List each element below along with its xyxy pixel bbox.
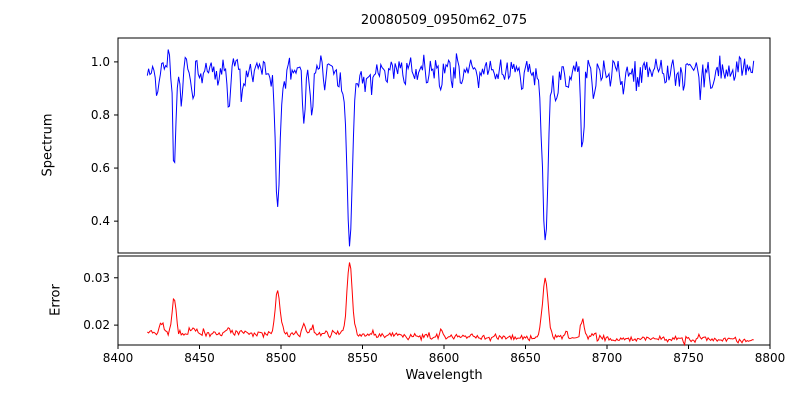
svg-text:8750: 8750 [673,351,704,365]
svg-text:0.03: 0.03 [83,271,110,285]
svg-text:0.02: 0.02 [83,318,110,332]
svg-text:8800: 8800 [755,351,786,365]
svg-text:8600: 8600 [429,351,460,365]
svg-text:8700: 8700 [592,351,623,365]
svg-text:0.4: 0.4 [91,214,110,228]
x-axis-label: Wavelength [405,368,483,383]
svg-text:1.0: 1.0 [91,55,110,69]
svg-text:0.8: 0.8 [91,108,110,122]
chart-title: 20080509_0950m62_075 [360,13,528,28]
svg-text:8500: 8500 [266,351,297,365]
svg-text:8450: 8450 [184,351,215,365]
svg-text:8400: 8400 [103,351,134,365]
svg-text:8550: 8550 [347,351,378,365]
svg-text:0.6: 0.6 [91,161,110,175]
svg-text:8650: 8650 [510,351,541,365]
